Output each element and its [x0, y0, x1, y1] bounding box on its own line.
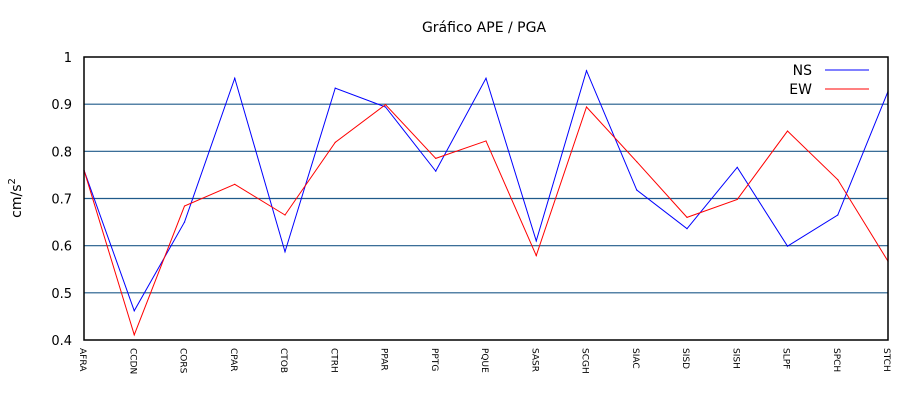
data-point-ns [535, 240, 537, 242]
y-tick-label: 0.6 [51, 240, 72, 255]
y-tick-label: 1 [64, 51, 72, 66]
x-tick-label: AFRA [77, 348, 87, 372]
data-point-ns [585, 70, 588, 72]
data-point-ew [686, 216, 688, 218]
series-line-ns [83, 69, 889, 312]
data-point-ns [736, 166, 738, 168]
data-point-ew [284, 214, 286, 216]
data-point-ns [334, 87, 336, 89]
x-tick-label: PPTG [429, 348, 439, 371]
y-tick-label: 0.5 [51, 287, 72, 302]
legend-label-ew: EW [789, 82, 812, 98]
data-point-ew [485, 140, 487, 142]
y-axis-unit-exponent: 2 [7, 178, 18, 184]
series-line-ew [83, 103, 889, 337]
legend-label-ns: NS [793, 63, 812, 79]
plot-frame [83, 56, 889, 341]
x-tick-label: CORS [178, 348, 188, 374]
data-point-ew [585, 106, 588, 108]
x-tick-label: SISH [730, 348, 740, 369]
data-point-ns [384, 106, 387, 108]
x-tick-label: SISD [680, 348, 690, 369]
data-point-ew [183, 205, 186, 207]
y-tick-label: 0.8 [51, 145, 72, 160]
data-point-ns [786, 245, 789, 247]
x-tick-label: SLPF [781, 348, 791, 369]
x-tick-label: SIAC [630, 348, 640, 369]
data-point-ew [334, 141, 336, 143]
legend: NS EW [789, 63, 869, 98]
x-tick-label: STCH [881, 348, 891, 372]
data-point-ew [133, 334, 135, 336]
x-tick-label: CTRH [328, 348, 338, 373]
data-point-ew [535, 254, 537, 257]
data-point-ew [234, 183, 236, 185]
data-point-ns [686, 228, 688, 230]
data-point-ns [636, 189, 638, 191]
data-point-ns [183, 221, 186, 223]
data-point-ew [736, 198, 738, 201]
x-tick-label: PPAR [379, 348, 389, 371]
y-tick-label: 0.9 [51, 98, 72, 113]
data-point-ns [485, 77, 487, 79]
x-tick-label: SASR [529, 348, 539, 372]
grid [84, 103, 888, 294]
x-tick-label: PQUE [479, 348, 489, 373]
y-axis: 0.4 0.5 0.6 0.7 0.8 0.9 1 [51, 51, 72, 349]
series-group [83, 69, 889, 337]
data-point-ew [837, 179, 839, 181]
data-point-ew [786, 130, 789, 132]
data-point-ew [435, 157, 437, 160]
x-tick-label: SCGH [580, 348, 590, 374]
data-point-ew [636, 161, 638, 163]
y-tick-label: 0.7 [51, 193, 72, 208]
x-tick-label: SPCH [831, 348, 841, 372]
data-point-ew [384, 104, 387, 106]
x-tick-label: CTOB [278, 348, 288, 373]
y-axis-label: cm/s2 [7, 178, 25, 218]
data-point-ns [837, 214, 839, 216]
y-tick-label: 0.4 [51, 334, 72, 349]
data-point-ns [133, 310, 135, 312]
x-tick-label: CPAR [228, 348, 238, 372]
data-point-ns [234, 77, 236, 79]
x-tick-label: CCDN [127, 348, 137, 374]
x-axis: AFRA CCDN CORS CPAR CTOB CTRH PPAR PPTG PQUE SASR… [77, 348, 891, 374]
data-point-ns [284, 251, 286, 253]
y-axis-unit: cm/s [9, 185, 25, 218]
chart-title: Gráfico APE / PGA [422, 20, 546, 36]
data-point-ns [435, 170, 437, 172]
